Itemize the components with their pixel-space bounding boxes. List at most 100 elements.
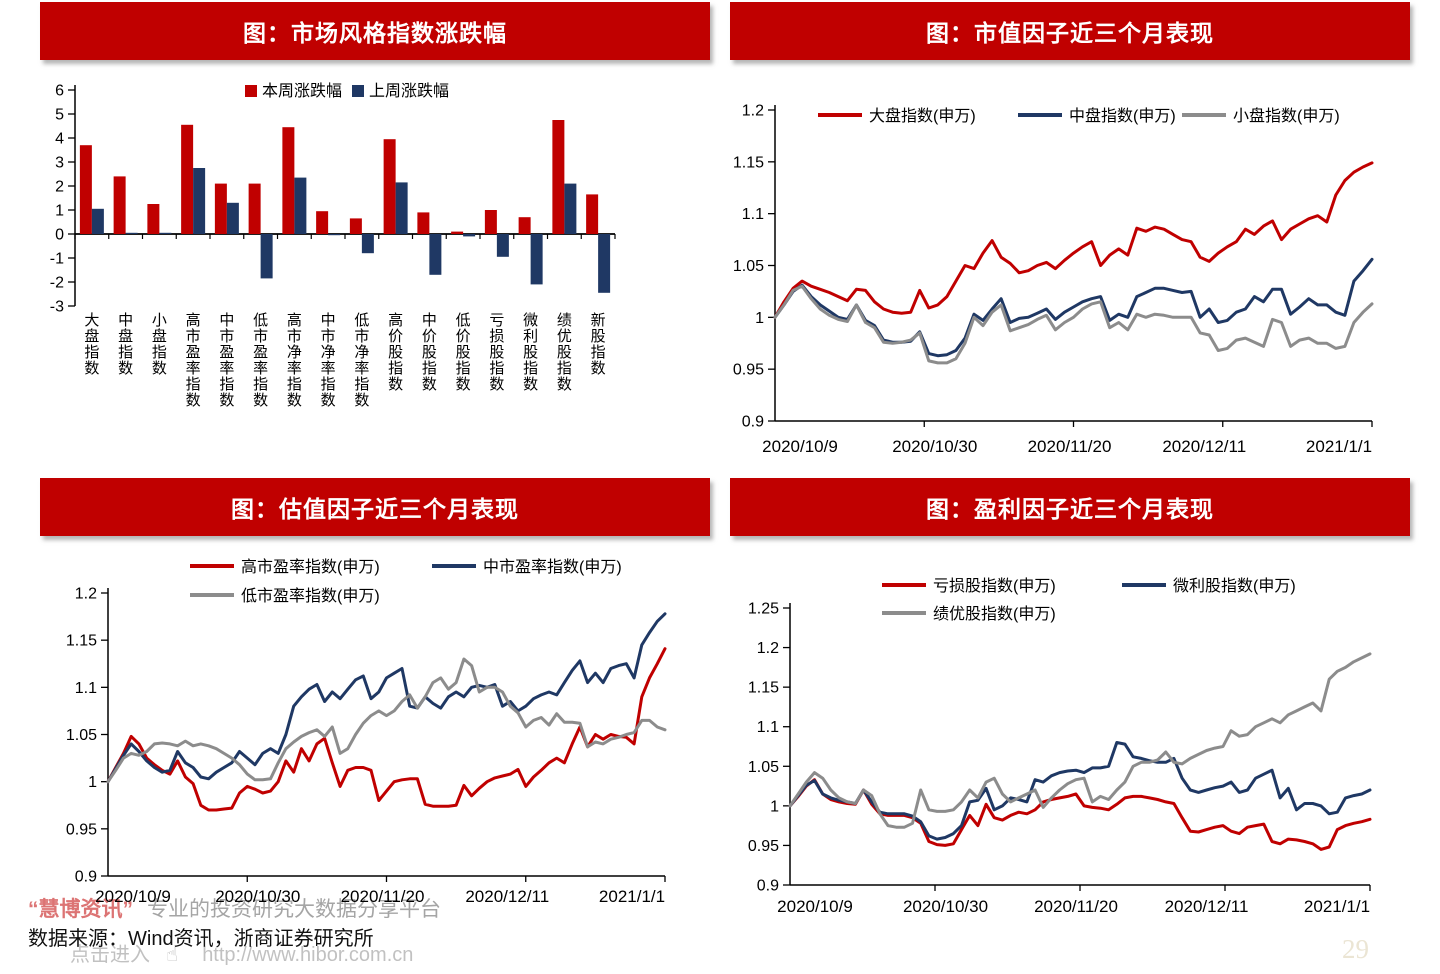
y-tick-label: 1.2 <box>757 640 779 657</box>
bar-series-1 <box>463 234 476 237</box>
bar-series-1 <box>564 183 577 234</box>
legend-label: 亏损股指数(申万) <box>933 577 1056 595</box>
y-tick-label: 1.05 <box>66 727 97 744</box>
legend-label: 大盘指数(申万) <box>869 106 976 125</box>
category-label: 微利股指数 <box>523 312 538 393</box>
valuation-title: 图：估值因子近三个月表现 <box>231 496 519 522</box>
bar-series-0 <box>79 145 92 234</box>
style-index-title: 图：市场风格指数涨跌幅 <box>243 20 507 46</box>
category-label: 亏损股指数 <box>489 312 504 393</box>
x-tick-label: 2020/12/11 <box>1162 437 1246 456</box>
line-series-2 <box>773 284 1374 365</box>
bar-series-1 <box>598 234 611 293</box>
market-cap-factor-line-chart: 1.2 1.15 1.1 1.05 1 0.95 0.9 2020/10/9 2020/10/3… <box>733 103 1374 456</box>
y-tick-label: 6 <box>55 83 64 100</box>
y-tick-label: 1 <box>88 774 97 791</box>
category-label: 中盘指数 <box>118 312 133 377</box>
x-tick-label: 2020/10/9 <box>777 897 853 916</box>
y-tick-label: -1 <box>50 251 64 268</box>
bar-series-1 <box>226 202 239 234</box>
y-tick-label: 1.1 <box>757 719 779 736</box>
legend-label: 低市盈率指数(申万) <box>241 587 380 605</box>
data-source-note: 数据来源：Wind资讯，浙商证券研究所 <box>28 928 374 950</box>
watermark-link-line: 点击进入 ☝ http://www.hibor.com.cn <box>70 938 413 967</box>
y-tick-label: 0.95 <box>748 838 779 855</box>
y-tick-label: 1.1 <box>75 680 97 697</box>
y-tick-label: 0.9 <box>742 414 764 431</box>
bar-series-0 <box>282 127 295 234</box>
legend-label: 上周涨跌幅 <box>369 82 449 100</box>
category-label: 低价股指数 <box>456 312 471 393</box>
bar-series-0 <box>552 120 565 234</box>
bar-series-1 <box>91 208 104 234</box>
bar-series-0 <box>214 183 227 234</box>
bar-series-0 <box>451 231 464 234</box>
x-tick-label: 2021/1/1 <box>599 887 665 906</box>
x-tick-label: 2020/11/20 <box>341 887 425 906</box>
y-tick-label: 1 <box>770 798 779 815</box>
bar-series-0 <box>383 139 396 234</box>
profit-title: 图：盈利因子近三个月表现 <box>926 496 1214 522</box>
legend-label: 小盘指数(申万) <box>1233 106 1340 125</box>
line-series-0 <box>788 778 1372 851</box>
y-tick-label: 4 <box>55 131 64 148</box>
watermark-brand: “慧博资讯” <box>28 898 133 921</box>
watermark-url: http://www.hibor.com.cn <box>202 944 414 966</box>
y-tick-label: 1.05 <box>733 258 764 275</box>
bar-series-1 <box>361 234 374 254</box>
watermark-link-prefix: 点击进入 <box>70 944 150 966</box>
bar-series-1 <box>429 234 442 275</box>
bar-series-1 <box>193 168 206 234</box>
bar-series-0 <box>181 124 194 234</box>
legend-marker <box>352 85 364 97</box>
category-label: 低市盈率指数 <box>253 312 268 409</box>
bar-series-0 <box>484 210 497 234</box>
x-tick-label: 2020/10/30 <box>903 897 988 916</box>
bar-series-1 <box>260 234 273 279</box>
category-label: 新股指数 <box>591 312 606 377</box>
bar-series-0 <box>417 212 430 234</box>
market-cap-title: 图：市值因子近三个月表现 <box>926 20 1214 46</box>
style-index-title-bar: 图：市场风格指数涨跌幅 <box>40 2 710 60</box>
y-tick-label: 2 <box>55 179 64 196</box>
line-series-0 <box>106 647 667 812</box>
category-label: 中市净率指数 <box>321 312 336 409</box>
line-series-2 <box>788 652 1372 829</box>
bar-series-1 <box>294 177 307 234</box>
hand-cursor-icon: ☝ <box>166 944 179 966</box>
y-tick-label: -2 <box>50 275 64 292</box>
x-tick-label: 2020/11/20 <box>1034 897 1118 916</box>
profit-title-bar: 图：盈利因子近三个月表现 <box>730 478 1410 536</box>
y-tick-label: -3 <box>50 299 64 316</box>
y-tick-label: 3 <box>55 155 64 172</box>
market-style-bar-chart: 6 5 4 3 2 1 0 -1 -2 -3 大盘指数 中盘指数 小盘指数 高市盈率指数 中市盈率指数 低市盈… <box>50 82 616 409</box>
line-series-2 <box>106 657 667 784</box>
bar-series-0 <box>248 183 261 234</box>
x-tick-label: 2020/11/20 <box>1028 437 1112 456</box>
y-tick-label: 1 <box>55 203 64 220</box>
x-tick-label: 2020/10/9 <box>762 437 838 456</box>
legend-label: 中盘指数(申万) <box>1069 106 1176 125</box>
y-tick-label: 1.05 <box>748 759 779 776</box>
bar-series-0 <box>586 194 599 234</box>
line-series-1 <box>773 257 1374 358</box>
x-tick-label: 2021/1/1 <box>1304 897 1370 916</box>
legend-marker <box>245 85 257 97</box>
bar-series-1 <box>328 234 341 236</box>
bar-series-1 <box>530 234 543 285</box>
watermark-tagline: 专业的投资研究大数据分享平台 <box>147 898 441 921</box>
category-label: 小盘指数 <box>152 312 167 377</box>
watermark-brand-line: “慧博资讯” 专业的投资研究大数据分享平台 <box>28 893 441 923</box>
line-series-0 <box>773 161 1374 319</box>
x-tick-label: 2020/10/30 <box>892 437 977 456</box>
category-label: 低市净率指数 <box>354 312 369 409</box>
y-tick-label: 0.95 <box>66 821 97 838</box>
page-number: 29 <box>1342 934 1369 964</box>
x-tick-label: 2020/10/9 <box>95 887 171 906</box>
y-tick-label: 1.2 <box>75 586 97 603</box>
x-tick-label: 2021/1/1 <box>1306 437 1372 456</box>
profit-factor-line-chart: 1.25 1.2 1.15 1.1 1.05 1 0.95 0.9 2020/10/9 2020/… <box>748 577 1372 916</box>
bar-series-0 <box>316 211 329 234</box>
category-label: 高价股指数 <box>388 312 403 393</box>
